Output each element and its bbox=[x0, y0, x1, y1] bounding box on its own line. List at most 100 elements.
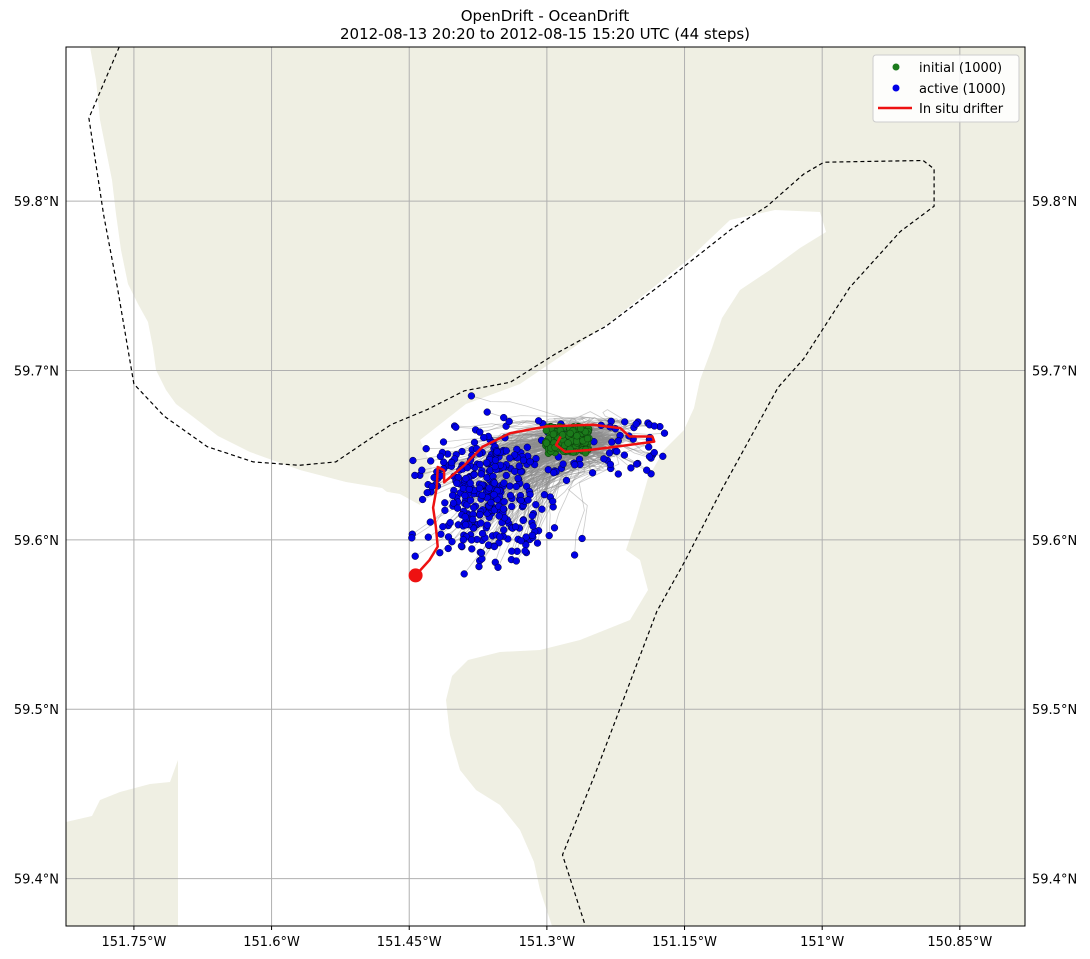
active-particle bbox=[490, 491, 498, 499]
particle-trajectory bbox=[498, 428, 598, 458]
legend-drifter-label: In situ drifter bbox=[919, 102, 1004, 117]
active-particle bbox=[467, 536, 476, 544]
active-particle bbox=[462, 521, 470, 529]
y-tick-labels: 59.4°N 59.4°N 59.5°N 59.5°N 59.6°N 59.6°N 59.7… bbox=[14, 195, 1077, 887]
y-tick-label-right: 59.7°N bbox=[1032, 364, 1077, 379]
figure-title-line-1: OpenDrift - OceanDrift bbox=[460, 7, 630, 25]
active-particle bbox=[500, 413, 508, 422]
active-particle bbox=[540, 491, 549, 499]
active-particle bbox=[483, 521, 491, 529]
active-particle bbox=[621, 418, 629, 426]
legend-initial-marker bbox=[892, 63, 900, 71]
active-particle bbox=[424, 533, 432, 541]
water-inlet-south bbox=[418, 540, 578, 652]
x-tick-label: 150.85°W bbox=[927, 935, 992, 950]
active-particle bbox=[512, 557, 520, 565]
active-particle bbox=[495, 512, 503, 520]
graticule bbox=[66, 47, 1025, 926]
active-particle bbox=[426, 518, 434, 526]
particle-trajectory bbox=[488, 435, 595, 480]
active-particle bbox=[441, 506, 449, 515]
active-particle bbox=[532, 501, 540, 509]
active-particle bbox=[453, 504, 462, 512]
y-tick-label-left: 59.4°N bbox=[14, 873, 59, 888]
particle-trajectory bbox=[463, 448, 587, 489]
particle-trajectory bbox=[503, 417, 604, 450]
active-particle bbox=[470, 438, 479, 447]
particle-trajectory bbox=[571, 432, 653, 456]
active-particle bbox=[506, 482, 514, 490]
active-particle bbox=[476, 460, 484, 469]
active-particle bbox=[613, 447, 621, 456]
particle-trajectory bbox=[579, 417, 628, 435]
active-particle bbox=[614, 470, 622, 478]
initial-particle bbox=[549, 430, 558, 438]
active-particle bbox=[600, 455, 608, 463]
active-particle bbox=[659, 452, 667, 460]
active-particle bbox=[508, 547, 516, 555]
active-particle bbox=[447, 458, 456, 467]
active-particle bbox=[493, 448, 501, 456]
legend-active-marker bbox=[892, 84, 900, 92]
active-particle bbox=[480, 433, 488, 442]
active-particle bbox=[463, 464, 471, 472]
active-particle bbox=[545, 531, 553, 540]
active-particle bbox=[439, 438, 448, 446]
active-particle bbox=[478, 529, 487, 538]
active-particle bbox=[499, 505, 508, 513]
active-particle bbox=[523, 443, 531, 451]
water-inlet-lower bbox=[300, 630, 452, 740]
active-particle bbox=[632, 420, 640, 428]
active-particle bbox=[559, 460, 567, 468]
initial-particle bbox=[558, 431, 567, 439]
particle-trajectory bbox=[544, 428, 597, 495]
active-particle bbox=[521, 547, 529, 555]
active-particle bbox=[408, 534, 416, 542]
active-particle bbox=[524, 496, 532, 504]
active-particle bbox=[502, 471, 510, 480]
active-particle bbox=[418, 495, 427, 504]
active-particle bbox=[457, 542, 466, 550]
x-tick-label: 151.15°W bbox=[652, 935, 717, 950]
active-particle bbox=[494, 563, 502, 571]
x-tick-label: 151.6°W bbox=[243, 935, 300, 950]
boundary-line bbox=[88, 47, 935, 926]
active-particle bbox=[409, 456, 417, 465]
active-particle bbox=[466, 479, 474, 487]
active-particle bbox=[411, 552, 419, 560]
active-particle bbox=[458, 447, 466, 456]
active-particle bbox=[454, 473, 462, 481]
x-tick-label: 151°W bbox=[800, 935, 844, 950]
active-particle bbox=[496, 533, 504, 541]
active-particle bbox=[549, 497, 557, 506]
x-tick-label: 151.75°W bbox=[101, 935, 166, 950]
active-particle bbox=[528, 531, 536, 540]
active-particle bbox=[441, 499, 449, 507]
particle-trajectory bbox=[562, 436, 610, 454]
active-particle bbox=[490, 542, 499, 551]
legend-active-label: active (1000) bbox=[919, 82, 1006, 97]
active-particle bbox=[428, 482, 436, 491]
active-particle bbox=[645, 452, 654, 461]
active-particle bbox=[500, 526, 508, 534]
active-particle bbox=[467, 392, 476, 400]
initial-particle bbox=[583, 434, 592, 443]
active-particle bbox=[511, 467, 519, 476]
active-particle bbox=[483, 408, 491, 416]
active-particle bbox=[466, 496, 475, 505]
active-particle bbox=[660, 429, 669, 437]
y-tick-label-left: 59.8°N bbox=[14, 195, 59, 210]
active-particle bbox=[620, 451, 629, 459]
particle-trajectory bbox=[471, 395, 579, 439]
active-particle bbox=[422, 445, 430, 453]
y-tick-label-left: 59.6°N bbox=[14, 534, 59, 549]
active-particle bbox=[515, 462, 523, 470]
active-particle bbox=[490, 479, 499, 487]
active-particle bbox=[448, 491, 457, 500]
active-particle bbox=[517, 496, 525, 505]
legend: initial (1000) active (1000) In situ dri… bbox=[872, 54, 1020, 123]
water-cook-inlet bbox=[178, 210, 826, 926]
particle-trajectory bbox=[464, 454, 588, 518]
active-particle bbox=[505, 417, 513, 426]
legend-box bbox=[872, 54, 1020, 123]
